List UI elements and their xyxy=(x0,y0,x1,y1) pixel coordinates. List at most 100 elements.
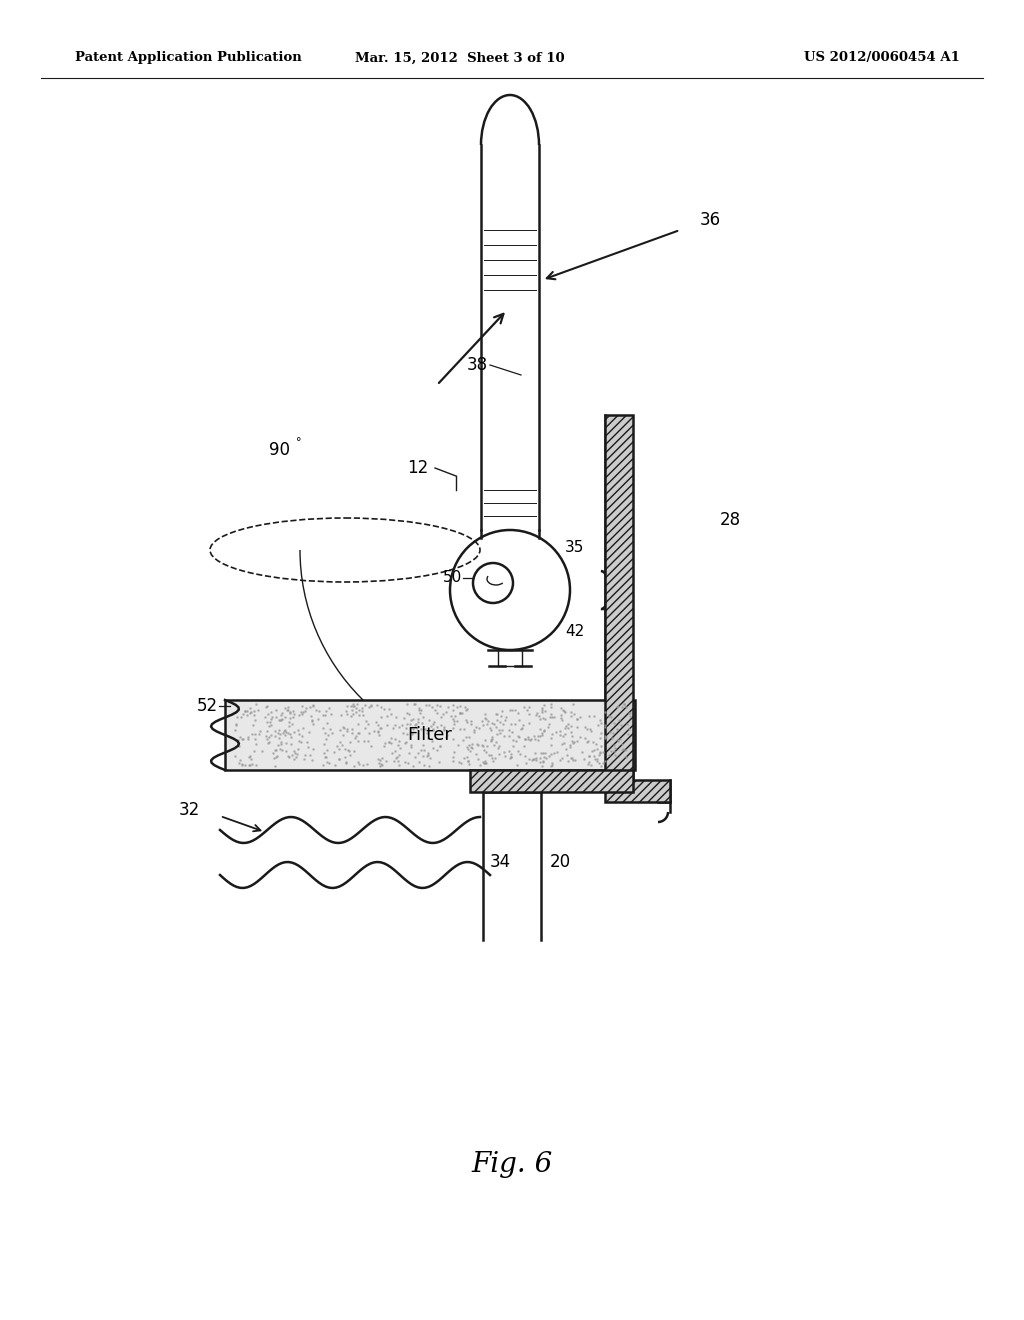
Point xyxy=(415,734,431,755)
Point xyxy=(399,713,416,734)
Point xyxy=(549,742,565,763)
Point xyxy=(484,751,501,772)
Point xyxy=(286,706,302,727)
Point xyxy=(396,708,413,729)
Point xyxy=(622,702,638,723)
Point xyxy=(532,748,549,770)
Point xyxy=(544,706,560,727)
Point xyxy=(546,706,562,727)
Point xyxy=(261,726,278,747)
Point xyxy=(490,738,507,759)
Point xyxy=(459,698,475,719)
Point xyxy=(281,697,297,718)
Point xyxy=(233,755,250,776)
Point xyxy=(359,714,376,735)
Point xyxy=(390,731,407,752)
Point xyxy=(542,706,558,727)
Point xyxy=(243,748,259,770)
Point xyxy=(326,742,342,763)
Point xyxy=(416,741,432,762)
Point xyxy=(388,748,404,770)
Point xyxy=(388,746,404,767)
Point xyxy=(270,735,287,756)
Point xyxy=(483,747,500,768)
Point xyxy=(402,734,419,755)
Point xyxy=(248,734,264,755)
Point xyxy=(246,705,262,726)
Point xyxy=(586,705,602,726)
Point xyxy=(609,730,626,751)
Point xyxy=(411,752,427,774)
Point xyxy=(387,714,403,735)
Point xyxy=(374,747,390,768)
Point xyxy=(331,738,347,759)
Point xyxy=(495,713,511,734)
Point xyxy=(605,741,622,762)
Point xyxy=(616,694,633,715)
Point xyxy=(604,727,621,748)
Point xyxy=(253,741,269,762)
Point xyxy=(333,719,349,741)
Point xyxy=(535,697,551,718)
Point xyxy=(371,752,387,774)
Point xyxy=(521,704,538,725)
Point xyxy=(560,751,577,772)
Point xyxy=(616,739,633,760)
Point xyxy=(297,701,313,722)
Point xyxy=(553,705,569,726)
Point xyxy=(569,709,586,730)
Point xyxy=(246,741,262,762)
Point xyxy=(289,743,305,764)
Point xyxy=(600,744,616,766)
Point xyxy=(274,739,291,760)
Point xyxy=(601,721,617,742)
Point xyxy=(399,752,416,774)
Point xyxy=(497,746,513,767)
Point xyxy=(523,750,540,771)
Point xyxy=(305,713,322,734)
Point xyxy=(444,694,461,715)
Point xyxy=(577,717,593,738)
Point xyxy=(431,751,447,772)
Point xyxy=(243,697,259,718)
Point xyxy=(273,709,290,730)
Text: 38: 38 xyxy=(467,356,488,374)
Point xyxy=(354,697,371,718)
Point xyxy=(477,752,494,774)
Point xyxy=(436,717,453,738)
Point xyxy=(585,731,601,752)
Point xyxy=(319,725,336,746)
Point xyxy=(536,751,552,772)
Point xyxy=(262,711,279,733)
Point xyxy=(282,702,298,723)
Point xyxy=(488,709,505,730)
Point xyxy=(351,722,368,743)
Point xyxy=(349,751,366,772)
Point xyxy=(477,742,494,763)
Point xyxy=(299,731,315,752)
Point xyxy=(554,747,570,768)
Point xyxy=(399,702,416,723)
Point xyxy=(586,739,602,760)
Point xyxy=(233,752,250,774)
Point xyxy=(318,751,335,772)
Point xyxy=(507,700,523,721)
Point xyxy=(268,706,285,727)
Point xyxy=(593,735,609,756)
Point xyxy=(543,755,559,776)
Text: US 2012/0060454 A1: US 2012/0060454 A1 xyxy=(804,51,961,65)
Point xyxy=(294,696,310,717)
Point xyxy=(455,730,471,751)
Point xyxy=(271,738,288,759)
Point xyxy=(565,733,582,754)
Point xyxy=(258,696,274,717)
Point xyxy=(409,718,425,739)
Point xyxy=(391,744,408,766)
Point xyxy=(260,704,276,725)
Point xyxy=(543,743,559,764)
Point xyxy=(592,742,608,763)
Point xyxy=(264,706,281,727)
Point xyxy=(484,713,501,734)
Point xyxy=(496,742,512,763)
Point xyxy=(394,722,411,743)
